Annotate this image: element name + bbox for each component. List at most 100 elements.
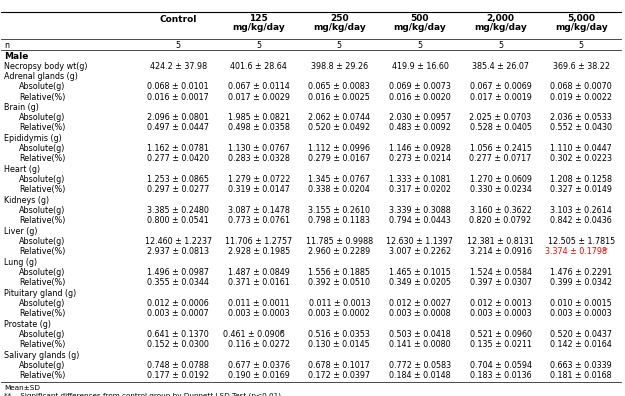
Text: 0.130 ± 0.0145: 0.130 ± 0.0145 (309, 340, 370, 349)
Text: 0.183 ± 0.0136: 0.183 ± 0.0136 (470, 371, 531, 380)
Text: Relative(%): Relative(%) (19, 248, 65, 256)
Text: 12.630 ± 1.1397: 12.630 ± 1.1397 (386, 236, 454, 246)
Text: 0.273 ± 0.0214: 0.273 ± 0.0214 (389, 154, 451, 164)
Text: 0.678 ± 0.1017: 0.678 ± 0.1017 (308, 360, 370, 369)
Text: 2.937 ± 0.0813: 2.937 ± 0.0813 (147, 248, 209, 256)
Text: 3.160 ± 0.3622: 3.160 ± 0.3622 (469, 206, 531, 215)
Text: 0.003 ± 0.0003: 0.003 ± 0.0003 (228, 309, 289, 318)
Text: 0.704 ± 0.0594: 0.704 ± 0.0594 (469, 360, 531, 369)
Text: 0.068 ± 0.0101: 0.068 ± 0.0101 (148, 82, 209, 91)
Text: **    Significant differences from control group by Dunnett LSD Test (p<0.01): ** Significant differences from control … (4, 393, 281, 396)
Text: Relative(%): Relative(%) (19, 124, 65, 133)
Text: 0.068 ± 0.0070: 0.068 ± 0.0070 (550, 82, 612, 91)
Text: 1.333 ± 0.1081: 1.333 ± 0.1081 (389, 175, 451, 184)
Text: 0.184 ± 0.0148: 0.184 ± 0.0148 (389, 371, 451, 380)
Text: Epididymis (g): Epididymis (g) (4, 134, 62, 143)
Text: 0.010 ± 0.0015: 0.010 ± 0.0015 (550, 299, 612, 308)
Text: 0.842 ± 0.0436: 0.842 ± 0.0436 (550, 217, 612, 225)
Text: mg/kg/day: mg/kg/day (394, 23, 446, 32)
Text: Pituitary gland (g): Pituitary gland (g) (4, 289, 77, 298)
Text: **: ** (280, 329, 286, 335)
Text: 3.339 ± 0.3088: 3.339 ± 0.3088 (389, 206, 451, 215)
Text: n: n (4, 41, 9, 50)
Text: Relative(%): Relative(%) (19, 93, 65, 101)
Text: Kidneys (g): Kidneys (g) (4, 196, 49, 205)
Text: 1.279 ± 0.0722: 1.279 ± 0.0722 (228, 175, 290, 184)
Text: 12.460 ± 1.2237: 12.460 ± 1.2237 (144, 236, 212, 246)
Text: 0.794 ± 0.0443: 0.794 ± 0.0443 (389, 217, 451, 225)
Text: Absolute(g): Absolute(g) (19, 144, 65, 153)
Text: 0.520 ± 0.0437: 0.520 ± 0.0437 (550, 329, 612, 339)
Text: 2.062 ± 0.0744: 2.062 ± 0.0744 (308, 113, 371, 122)
Text: Absolute(g): Absolute(g) (19, 82, 65, 91)
Text: Relative(%): Relative(%) (19, 278, 65, 287)
Text: 0.461 ± 0.0906: 0.461 ± 0.0906 (223, 329, 284, 339)
Text: 5: 5 (579, 41, 584, 50)
Text: Absolute(g): Absolute(g) (19, 360, 65, 369)
Text: 1.112 ± 0.0996: 1.112 ± 0.0996 (308, 144, 371, 153)
Text: 0.003 ± 0.0002: 0.003 ± 0.0002 (309, 309, 370, 318)
Text: 398.8 ± 29.26: 398.8 ± 29.26 (311, 61, 368, 70)
Text: 0.135 ± 0.0211: 0.135 ± 0.0211 (469, 340, 531, 349)
Text: Relative(%): Relative(%) (19, 371, 65, 380)
Text: 1.524 ± 0.0584: 1.524 ± 0.0584 (469, 268, 531, 276)
Text: 0.503 ± 0.0418: 0.503 ± 0.0418 (389, 329, 451, 339)
Text: 0.152 ± 0.0300: 0.152 ± 0.0300 (147, 340, 209, 349)
Text: 0.011 ± 0.0011: 0.011 ± 0.0011 (228, 299, 289, 308)
Text: 0.141 ± 0.0080: 0.141 ± 0.0080 (389, 340, 451, 349)
Text: 2,000: 2,000 (486, 13, 514, 23)
Text: Necropsy body wt(g): Necropsy body wt(g) (4, 61, 88, 70)
Text: 1.253 ± 0.0865: 1.253 ± 0.0865 (147, 175, 209, 184)
Text: Absolute(g): Absolute(g) (19, 206, 65, 215)
Text: 1.110 ± 0.0447: 1.110 ± 0.0447 (550, 144, 612, 153)
Text: 3.385 ± 0.2480: 3.385 ± 0.2480 (147, 206, 209, 215)
Text: 0.279 ± 0.0167: 0.279 ± 0.0167 (308, 154, 371, 164)
Text: 0.067 ± 0.0114: 0.067 ± 0.0114 (228, 82, 289, 91)
Text: 12.381 ± 0.8131: 12.381 ± 0.8131 (467, 236, 534, 246)
Text: 5: 5 (498, 41, 503, 50)
Text: 0.397 ± 0.0307: 0.397 ± 0.0307 (469, 278, 531, 287)
Text: 0.820 ± 0.0792: 0.820 ± 0.0792 (469, 217, 532, 225)
Text: 0.355 ± 0.0344: 0.355 ± 0.0344 (147, 278, 209, 287)
Text: 1.208 ± 0.1258: 1.208 ± 0.1258 (550, 175, 612, 184)
Text: 0.069 ± 0.0073: 0.069 ± 0.0073 (389, 82, 451, 91)
Text: 0.798 ± 0.1183: 0.798 ± 0.1183 (308, 217, 370, 225)
Text: mg/kg/day: mg/kg/day (313, 23, 366, 32)
Text: Relative(%): Relative(%) (19, 185, 65, 194)
Text: 1.162 ± 0.0781: 1.162 ± 0.0781 (147, 144, 209, 153)
Text: 0.003 ± 0.0003: 0.003 ± 0.0003 (470, 309, 531, 318)
Text: 0.773 ± 0.0761: 0.773 ± 0.0761 (228, 217, 290, 225)
Text: Absolute(g): Absolute(g) (19, 175, 65, 184)
Text: 11.706 ± 1.2757: 11.706 ± 1.2757 (225, 236, 292, 246)
Text: 1.487 ± 0.0849: 1.487 ± 0.0849 (228, 268, 289, 276)
Text: Mean±SD: Mean±SD (4, 385, 41, 391)
Text: Control: Control (159, 15, 197, 24)
Text: 0.330 ± 0.0234: 0.330 ± 0.0234 (469, 185, 531, 194)
Text: **: ** (602, 248, 608, 252)
Text: 369.6 ± 38.22: 369.6 ± 38.22 (552, 61, 609, 70)
Text: 2.096 ± 0.0801: 2.096 ± 0.0801 (147, 113, 209, 122)
Text: 0.016 ± 0.0020: 0.016 ± 0.0020 (389, 93, 451, 101)
Text: 0.012 ± 0.0027: 0.012 ± 0.0027 (389, 299, 451, 308)
Text: Absolute(g): Absolute(g) (19, 329, 65, 339)
Text: 0.277 ± 0.0420: 0.277 ± 0.0420 (147, 154, 209, 164)
Text: 0.520 ± 0.0492: 0.520 ± 0.0492 (308, 124, 371, 133)
Text: 0.641 ± 0.1370: 0.641 ± 0.1370 (148, 329, 209, 339)
Text: 1.345 ± 0.0767: 1.345 ± 0.0767 (308, 175, 371, 184)
Text: 0.065 ± 0.0083: 0.065 ± 0.0083 (309, 82, 370, 91)
Text: 0.319 ± 0.0147: 0.319 ± 0.0147 (228, 185, 289, 194)
Text: 3.087 ± 0.1478: 3.087 ± 0.1478 (228, 206, 289, 215)
Text: 0.011 ± 0.0013: 0.011 ± 0.0013 (309, 299, 370, 308)
Text: 0.371 ± 0.0161: 0.371 ± 0.0161 (228, 278, 289, 287)
Text: Absolute(g): Absolute(g) (19, 268, 65, 276)
Text: 3.007 ± 0.2262: 3.007 ± 0.2262 (389, 248, 451, 256)
Text: 0.483 ± 0.0092: 0.483 ± 0.0092 (389, 124, 451, 133)
Text: 0.277 ± 0.0717: 0.277 ± 0.0717 (469, 154, 532, 164)
Text: 0.302 ± 0.0223: 0.302 ± 0.0223 (550, 154, 612, 164)
Text: 0.663 ± 0.0339: 0.663 ± 0.0339 (550, 360, 612, 369)
Text: Absolute(g): Absolute(g) (19, 236, 65, 246)
Text: 0.497 ± 0.0447: 0.497 ± 0.0447 (147, 124, 209, 133)
Text: Salivary glands (g): Salivary glands (g) (4, 351, 80, 360)
Text: 0.338 ± 0.0204: 0.338 ± 0.0204 (309, 185, 370, 194)
Text: 0.297 ± 0.0277: 0.297 ± 0.0277 (147, 185, 209, 194)
